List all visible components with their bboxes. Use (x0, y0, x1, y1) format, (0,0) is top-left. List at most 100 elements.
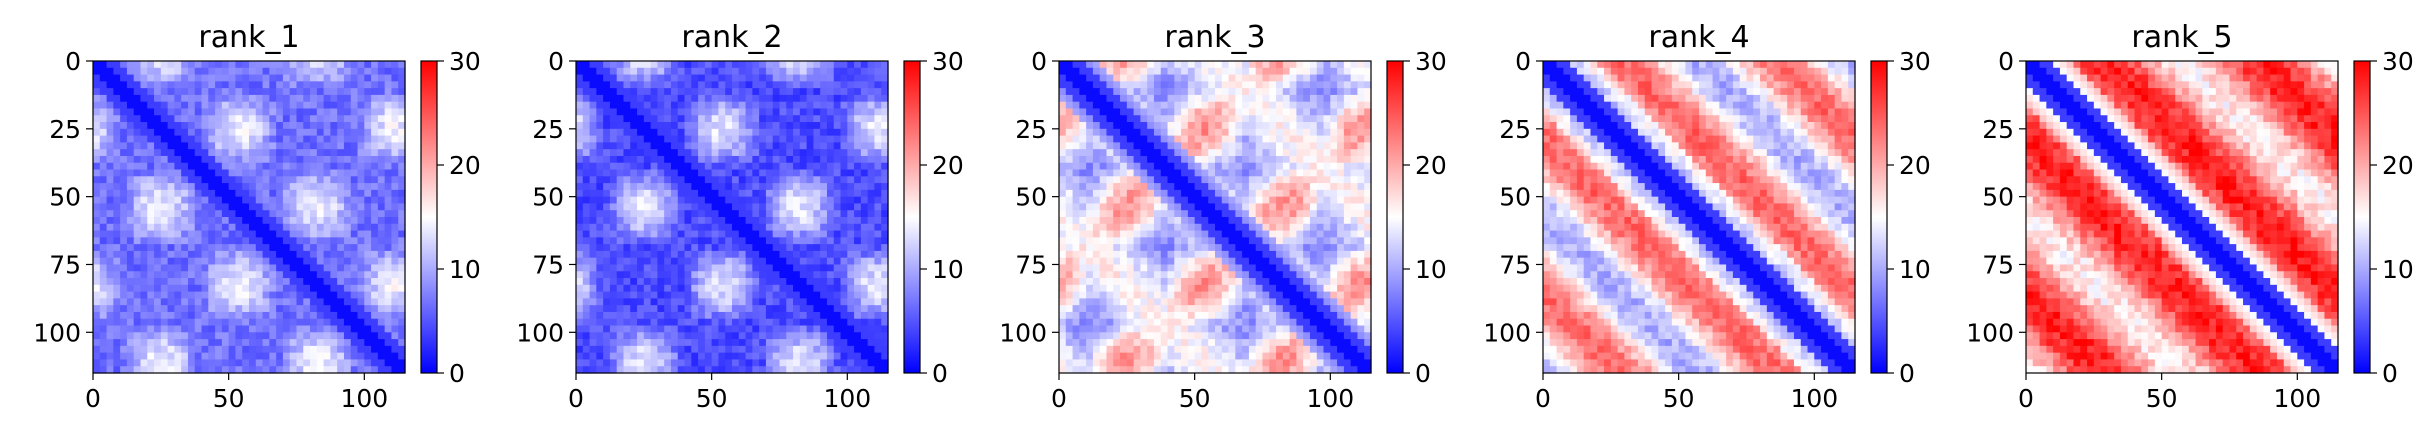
heatmap-cell (698, 339, 706, 347)
heatmap-cell (826, 183, 835, 191)
heatmap-cell (1133, 101, 1141, 110)
heatmap-cell (670, 339, 679, 347)
heatmap-cell (1208, 101, 1216, 110)
heatmap-cell (1072, 67, 1080, 76)
heatmap-cell (147, 115, 155, 123)
heatmap-cell (160, 257, 169, 266)
heatmap-cell (310, 135, 318, 143)
heatmap-cell (596, 325, 604, 333)
heatmap-cell (140, 176, 148, 184)
heatmap-cell (1153, 74, 1162, 82)
heatmap-cell (1255, 101, 1264, 110)
heatmap-cell (187, 67, 196, 76)
heatmap-cell (282, 101, 291, 110)
heatmap-cell (160, 203, 169, 211)
heatmap-cell (637, 244, 645, 252)
heatmap-cell (806, 305, 814, 313)
heatmap-cell (194, 142, 203, 150)
heatmap-cell (772, 108, 781, 116)
heatmap-cell (106, 217, 114, 225)
heatmap-cell (874, 142, 882, 150)
heatmap-cell (589, 345, 597, 354)
heatmap-cell (576, 359, 584, 367)
heatmap-cell (1350, 74, 1359, 82)
heatmap-cell (147, 135, 155, 143)
heatmap-cell (657, 135, 665, 143)
heatmap-cell (677, 250, 686, 259)
heatmap-cell (650, 366, 658, 374)
heatmap-cell (1174, 101, 1182, 110)
heatmap-cell (154, 311, 162, 320)
heatmap-cell (691, 250, 699, 259)
heatmap-cell (576, 257, 584, 266)
heatmap-cell (793, 278, 801, 286)
heatmap-cell (799, 318, 808, 327)
colorbar-tick-label: 0 (449, 359, 465, 388)
heatmap-cell (1072, 101, 1080, 110)
heatmap-cell (323, 298, 331, 306)
heatmap-cell (779, 108, 787, 116)
heatmap-cell (603, 318, 611, 327)
heatmap-cell (181, 183, 189, 191)
heatmap-cell (1194, 142, 1203, 150)
heatmap-cell (330, 203, 338, 211)
heatmap-cell (826, 257, 835, 266)
heatmap-cell (221, 115, 230, 123)
heatmap-cell (582, 298, 591, 306)
heatmap-cell (113, 278, 121, 286)
heatmap-cell (269, 169, 277, 177)
heatmap-cell (833, 115, 842, 123)
heatmap-cell (670, 284, 679, 293)
heatmap-cell (799, 189, 808, 198)
heatmap-cell (684, 332, 692, 340)
heatmap-cell (576, 74, 584, 82)
heatmap-cell (616, 189, 625, 198)
heatmap-cell (235, 345, 243, 354)
heatmap-cell (867, 223, 876, 232)
heatmap-cell (772, 88, 781, 96)
heatmap-cell (93, 339, 101, 347)
heatmap-cell (282, 223, 291, 232)
heatmap-cell (343, 250, 352, 259)
heatmap-cell (589, 183, 597, 191)
heatmap-cell (262, 142, 270, 150)
heatmap-cell (289, 142, 298, 150)
heatmap-cell (242, 74, 250, 82)
heatmap-cell (806, 244, 814, 252)
heatmap-cell (1133, 155, 1141, 164)
heatmap-cell (670, 196, 679, 205)
heatmap-cell (357, 203, 365, 211)
heatmap-cell (793, 257, 801, 266)
heatmap-cell (684, 81, 692, 89)
heatmap-cell (377, 325, 386, 333)
heatmap-cell (779, 122, 787, 130)
heatmap-cell (194, 325, 203, 333)
heatmap-cell (1350, 122, 1359, 130)
heatmap-cell (799, 74, 808, 82)
heatmap-cell (1303, 81, 1311, 89)
heatmap-cell (289, 230, 298, 238)
heatmap-cell (860, 291, 869, 299)
heatmap-cell (1289, 88, 1297, 96)
heatmap-cell (732, 305, 740, 313)
heatmap-cell (860, 359, 869, 367)
heatmap-cell (684, 67, 692, 76)
heatmap-cell (616, 223, 625, 232)
heatmap-cell (826, 264, 835, 272)
heatmap-cell (398, 244, 406, 252)
heatmap-cell (806, 155, 814, 164)
heatmap-cell (303, 244, 311, 252)
heatmap-cell (786, 67, 794, 76)
heatmap-cell (235, 67, 243, 76)
heatmap-cell (126, 149, 135, 157)
heatmap-cell (1255, 128, 1264, 137)
heatmap-cell (609, 88, 618, 96)
heatmap-cell (181, 230, 189, 238)
heatmap-cell (867, 176, 876, 184)
heatmap-cell (316, 176, 325, 184)
heatmap-cell (1276, 61, 1284, 69)
heatmap-cell (1282, 135, 1291, 143)
heatmap-cell (637, 189, 645, 198)
heatmap-cell (670, 189, 679, 198)
heatmap-cell (874, 155, 882, 164)
